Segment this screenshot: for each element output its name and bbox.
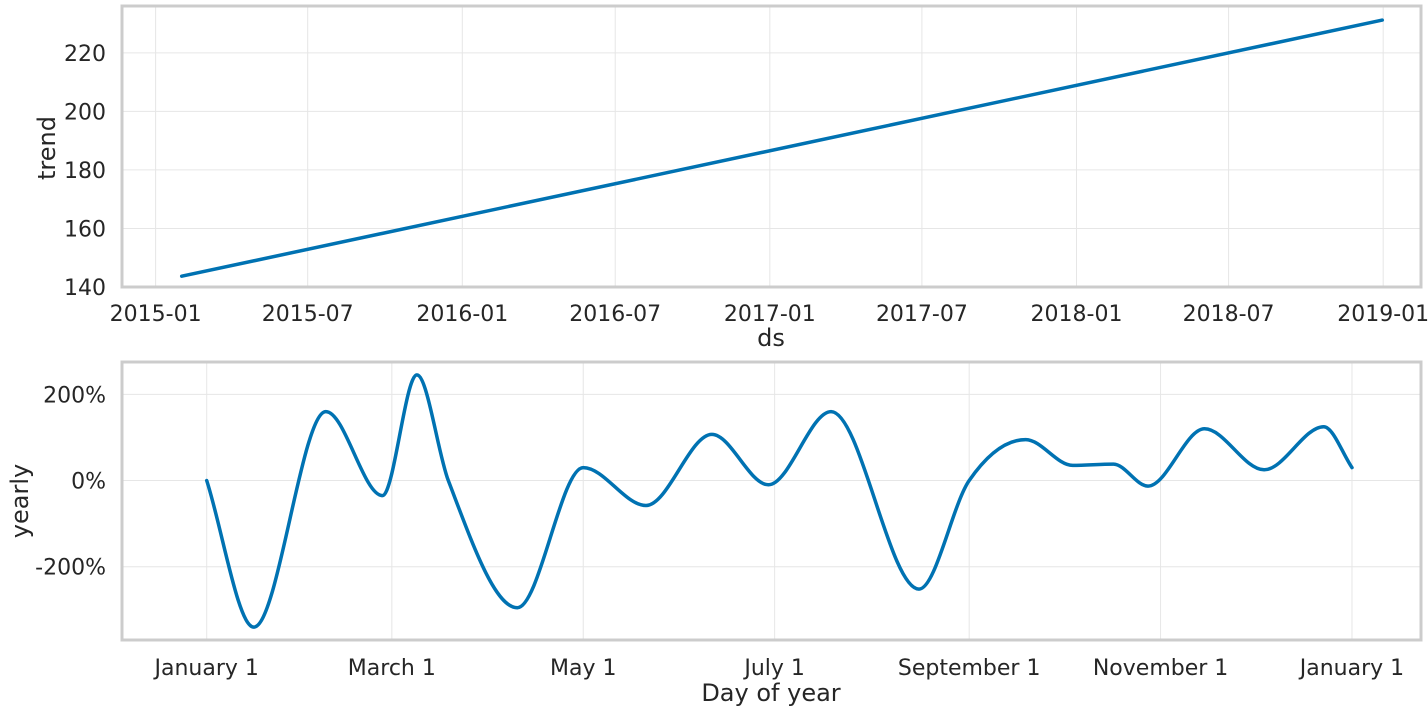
yearly-x-tick-labels: January 1 March 1 May 1 July 1 September 1 No… — [153, 656, 1405, 681]
trend-y-tick-label: 160 — [64, 217, 106, 242]
trend-y-tick-labels: 140 160 180 200 220 — [64, 42, 106, 301]
yearly-y-tick-label: -200% — [35, 556, 106, 581]
trend-y-tick-label: 220 — [64, 42, 106, 67]
trend-x-axis-label: ds — [757, 324, 785, 352]
yearly-x-tick-label: January 1 — [153, 656, 259, 681]
trend-x-tick-label: 2015-07 — [262, 302, 354, 327]
yearly-x-axis-label: Day of year — [701, 679, 840, 707]
trend-x-tick-label: 2018-01 — [1031, 302, 1123, 327]
trend-grid — [122, 6, 1421, 288]
trend-y-tick-label: 200 — [64, 100, 106, 125]
yearly-grid — [122, 362, 1421, 640]
trend-y-axis-label: trend — [33, 116, 61, 180]
yearly-x-tick-label: July 1 — [742, 656, 805, 681]
yearly-x-tick-label: November 1 — [1093, 656, 1228, 681]
yearly-y-tick-label: 0% — [71, 470, 106, 495]
trend-x-tick-label: 2017-07 — [876, 302, 968, 327]
trend-x-tick-label: 2016-01 — [416, 302, 508, 327]
trend-x-tick-label: 2015-01 — [110, 302, 202, 327]
trend-y-tick-label: 140 — [64, 276, 106, 301]
trend-x-tick-label: 2019-01 — [1337, 302, 1428, 327]
yearly-y-tick-labels: -200% 0% 200% — [35, 383, 106, 580]
yearly-y-axis-label: yearly — [6, 464, 34, 538]
trend-y-tick-label: 180 — [64, 159, 106, 184]
yearly-plot-frame — [120, 360, 1423, 642]
yearly-y-tick-label: 200% — [43, 383, 106, 408]
trend-plot-frame — [120, 4, 1423, 289]
yearly-x-tick-label: May 1 — [550, 656, 616, 681]
yearly-x-tick-label: September 1 — [898, 656, 1041, 681]
yearly-panel: -200% 0% 200% January 1 March 1 May 1 July 1 S… — [6, 360, 1423, 707]
trend-x-tick-labels: 2015-01 2015-07 2016-01 2016-07 2017-01 2017-… — [110, 302, 1428, 327]
trend-x-tick-label: 2017-01 — [724, 302, 816, 327]
yearly-x-tick-label: March 1 — [348, 656, 436, 681]
trend-x-tick-label: 2018-07 — [1183, 302, 1275, 327]
yearly-line — [204, 373, 1354, 629]
trend-x-tick-label: 2016-07 — [569, 302, 661, 327]
trend-line — [179, 18, 1385, 278]
yearly-x-tick-label: January 1 — [1298, 656, 1404, 681]
